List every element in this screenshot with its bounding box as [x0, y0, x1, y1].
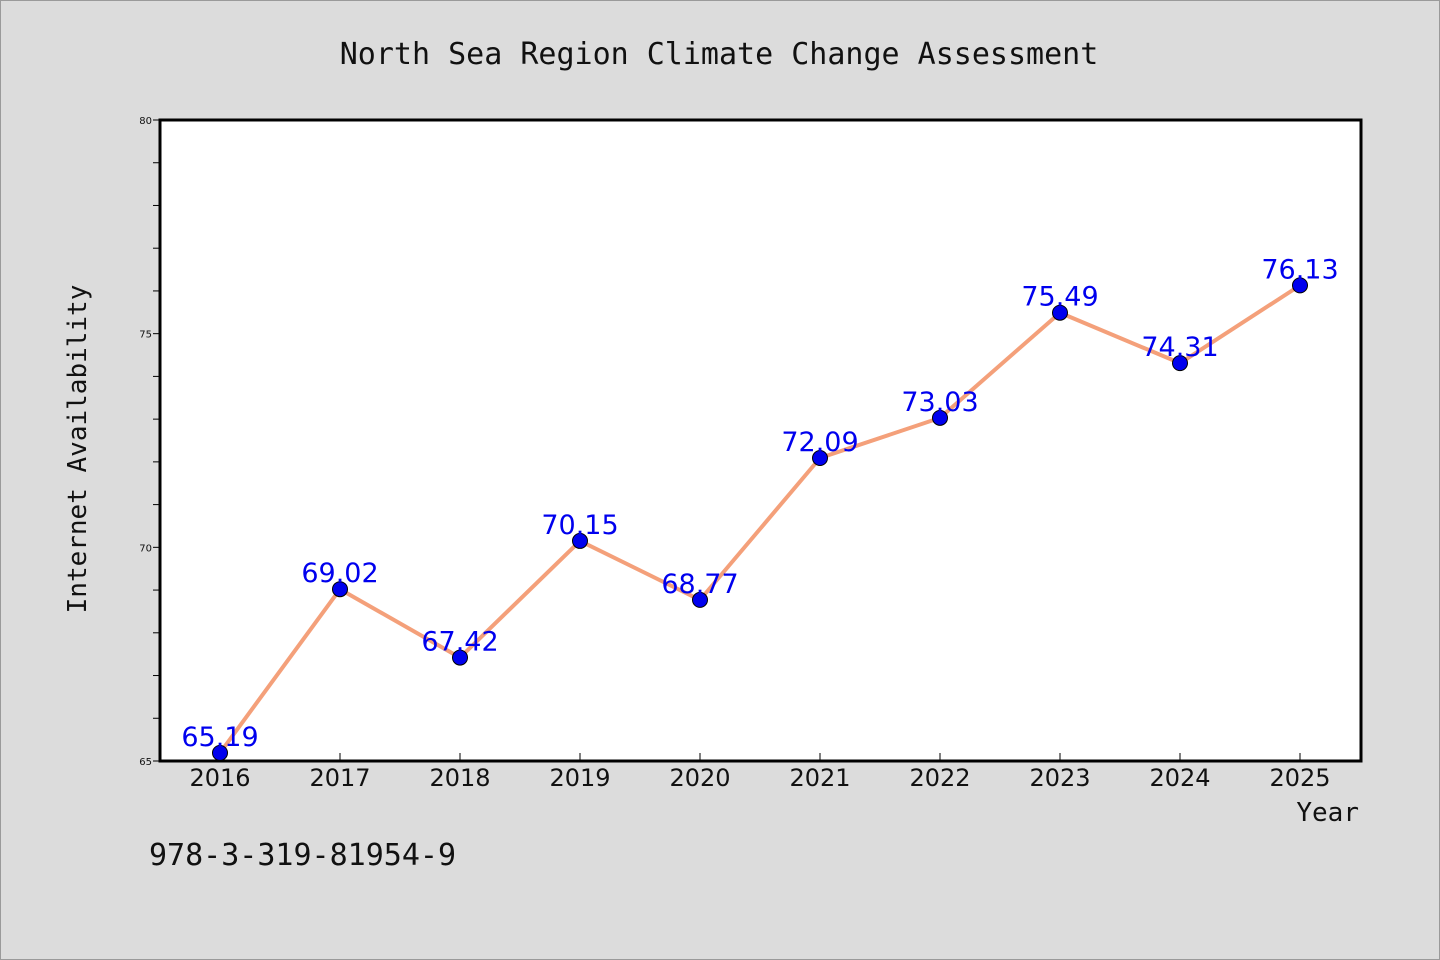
data-point: [332, 581, 348, 598]
data-label: 67.42: [421, 627, 498, 658]
x-tick-label: 2017: [309, 764, 370, 792]
x-tick-label: 2022: [909, 764, 970, 792]
x-axis: 2016 2017 2018 2019 2020 2021 2022 2023 2024 2025: [189, 753, 1331, 792]
data-label: 74.31: [1141, 332, 1218, 363]
footer-identifier: 978-3-319-81954-9: [149, 838, 456, 873]
data-label: 69.02: [301, 558, 378, 589]
x-tick-label: 2016: [189, 764, 250, 792]
data-point: [1292, 277, 1308, 294]
y-tick-label: 75: [139, 330, 152, 341]
x-tick-label: 2024: [1149, 764, 1210, 792]
x-tick-label: 2018: [429, 764, 490, 792]
data-label: 72.09: [781, 427, 858, 458]
data-label: 65.19: [181, 722, 258, 753]
series-line: [218, 283, 1302, 755]
x-tick-label: 2021: [789, 764, 850, 792]
data-label: 76.13: [1261, 254, 1338, 285]
data-labels: 65.19 69.02 67.42 70.15 68.77 72.09 73.03 75.49…: [181, 254, 1338, 753]
data-label: 68.77: [661, 569, 738, 600]
data-point: [452, 649, 468, 666]
data-point: [572, 532, 588, 549]
x-axis-label: Year: [1296, 798, 1359, 828]
y-axis: 65 70 75 80: [139, 116, 160, 768]
data-point: [932, 409, 948, 426]
y-axis-label: Internet Availability: [63, 285, 93, 614]
x-tick-label: 2019: [549, 764, 610, 792]
data-markers: [212, 277, 1308, 761]
x-tick-label: 2025: [1269, 764, 1330, 792]
data-label: 75.49: [1021, 282, 1098, 313]
data-label: 70.15: [541, 510, 618, 541]
data-point: [692, 591, 708, 608]
data-point: [812, 450, 828, 467]
chart-title: North Sea Region Climate Change Assessme…: [340, 37, 1099, 72]
y-tick-label: 80: [139, 116, 152, 127]
data-label: 73.03: [901, 387, 978, 418]
x-tick-label: 2020: [669, 764, 730, 792]
data-point: [212, 744, 228, 761]
series-line-group: [218, 283, 1302, 755]
y-tick-label: 70: [139, 543, 152, 554]
y-tick-label: 65: [139, 757, 152, 768]
data-point: [1052, 304, 1068, 321]
x-tick-label: 2023: [1029, 764, 1090, 792]
plot-area: [158, 118, 1363, 763]
data-point: [1172, 355, 1188, 372]
